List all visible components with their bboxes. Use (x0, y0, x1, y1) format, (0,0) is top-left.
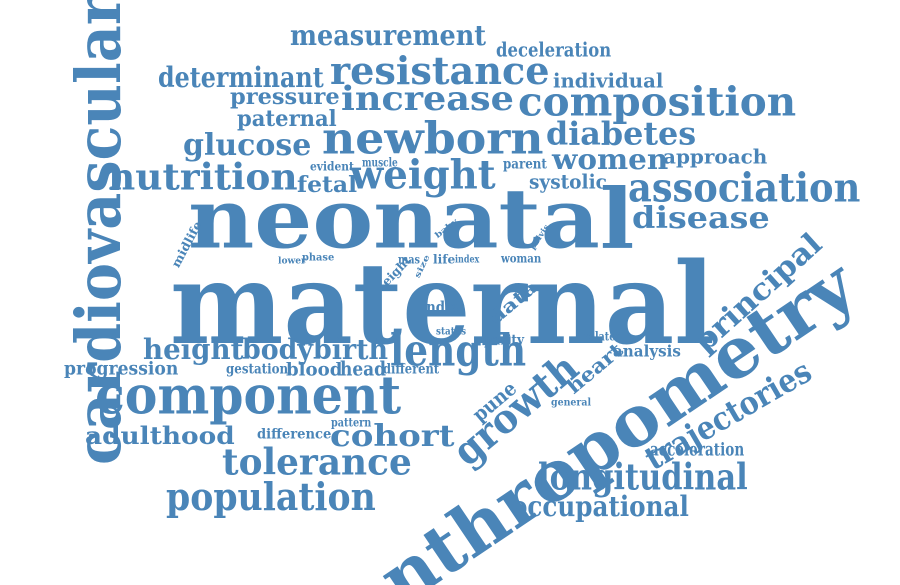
cloud-word-related: related (584, 329, 622, 344)
cloud-word-weight: weight (350, 150, 496, 199)
cloud-word-general: general (551, 396, 592, 408)
cloud-word-deceleration: deceleration (496, 37, 612, 62)
cloud-word-pressure: pressure (230, 84, 340, 110)
cloud-word-status: status (436, 325, 467, 337)
cloud-word-adulthood: adulthood (85, 421, 235, 450)
cloud-word-tolerance: tolerance (222, 441, 412, 484)
cloud-word-parity: parity (484, 332, 525, 349)
cloud-word-index: index (455, 253, 480, 265)
cloud-word-disease: disease (632, 199, 770, 236)
cloud-word-paternal: paternal (237, 106, 337, 132)
cloud-word-population: population (166, 474, 376, 520)
cloud-word-longitudinal: longitudinal (538, 456, 748, 499)
cloud-word-muscle: muscle (362, 155, 398, 170)
cloud-word-height: height (143, 333, 244, 367)
cloud-word-nutrition: nutrition (108, 156, 298, 199)
cloud-word-neonatal: neonatal (188, 170, 635, 268)
cloud-word-phase: phase (302, 251, 335, 263)
cloud-word-evident: evident (310, 159, 354, 174)
cloud-word-head: head (340, 356, 387, 381)
cloud-word-composition: composition (518, 77, 797, 126)
cloud-word-life: life (433, 252, 456, 267)
cloud-word-measurement: measurement (290, 19, 487, 53)
cloud-word-different: different (383, 361, 440, 378)
cloud-word-determinant: determinant (158, 61, 324, 95)
cloud-word-woman: woman (501, 251, 542, 266)
cloud-word-india: india (421, 297, 459, 317)
cloud-word-progression: progression (64, 358, 179, 380)
cloud-word-difference: difference (257, 426, 332, 443)
cloud-word-association: association (628, 163, 861, 212)
cloud-word-systolic: systolic (529, 169, 607, 194)
cloud-word-lower: lower (278, 255, 306, 266)
cloud-word-gestation: gestation (226, 361, 289, 378)
cloud-word-resistance: resistance (330, 48, 550, 94)
cloud-word-women: women (552, 143, 669, 177)
cloud-word-mas: mas (398, 252, 421, 267)
cloud-word-increase: increase (341, 78, 514, 119)
cloud-word-analysis: analysis (613, 341, 681, 361)
cloud-word-diabetes: diabetes (546, 114, 697, 153)
cloud-word-individual: individual (553, 68, 664, 93)
cloud-word-approach: approach (663, 144, 768, 169)
cloud-word-blood: blood (286, 359, 343, 381)
cloud-word-bodybirth: bodybirth (242, 333, 388, 367)
cloud-word-newborn: newborn (322, 111, 544, 165)
cloud-word-length: length (390, 323, 527, 377)
cloud-word-pattern: pattern (331, 415, 372, 430)
cloud-word-cohort: cohort (330, 417, 455, 454)
cloud-word-acceleration: acceleration (650, 439, 745, 461)
cloud-word-parent: parent (503, 156, 547, 173)
cloud-word-glucose: glucose (183, 126, 312, 163)
cloud-word-maternal: maternal (170, 238, 715, 370)
cloud-word-occupational: occupational (511, 490, 689, 524)
cloud-word-component: component (95, 365, 402, 427)
cloud-word-fetal: fetal (297, 172, 358, 198)
